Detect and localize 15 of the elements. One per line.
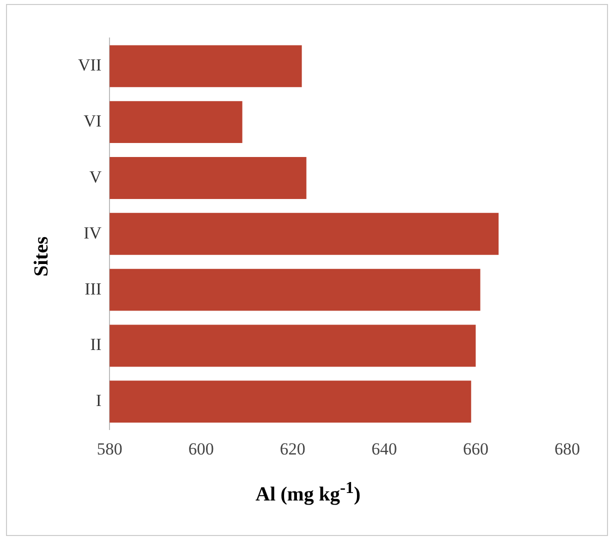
- x-tick-label: 640: [371, 439, 397, 458]
- x-tick-label: 660: [462, 439, 488, 458]
- y-tick-label: VI: [84, 112, 102, 131]
- y-tick-label: IV: [84, 223, 102, 242]
- y-tick-label: VII: [78, 56, 102, 75]
- x-axis-title: Al (mg kg$^{-1}$): [254, 478, 362, 507]
- x-tick-label: 620: [280, 439, 306, 458]
- x-tick-label: 580: [96, 439, 122, 458]
- x-tick-label: 600: [188, 439, 214, 458]
- y-tick-label: III: [84, 279, 102, 298]
- y-axis-title: Sites: [30, 236, 54, 276]
- y-tick-label: V: [89, 167, 102, 186]
- y-tick-label: II: [90, 335, 102, 354]
- y-tick-label: I: [96, 391, 102, 410]
- x-tick-label: 680: [554, 439, 580, 458]
